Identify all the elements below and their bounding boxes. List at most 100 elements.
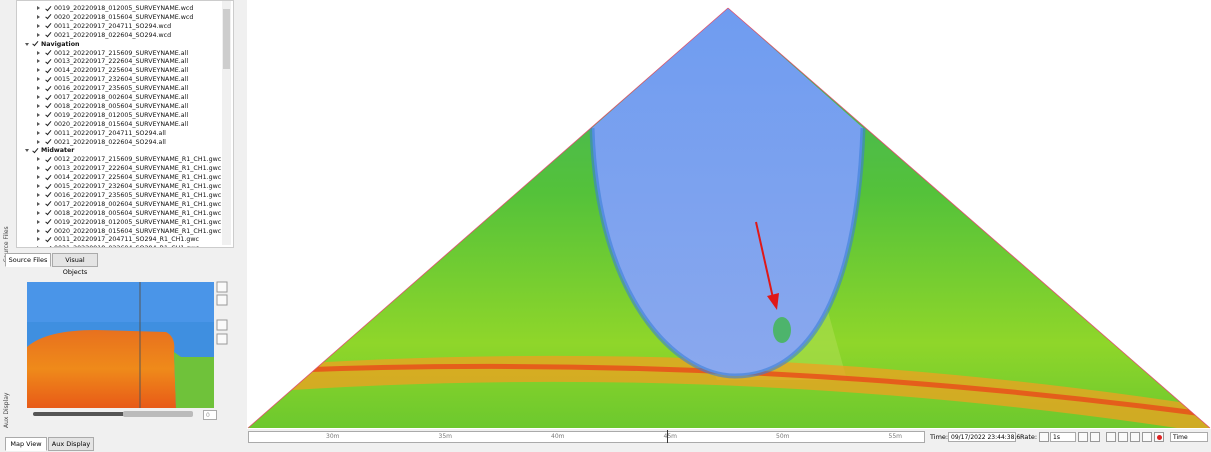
expander[interactable] — [25, 43, 29, 46]
checkbox[interactable] — [45, 58, 51, 64]
play-button[interactable] — [1118, 432, 1128, 442]
checkbox[interactable] — [45, 219, 51, 225]
checkbox[interactable] — [45, 139, 51, 145]
file-name[interactable]: 0019_20220918_012005_SURVEYNAME.wcd — [54, 4, 193, 13]
expander[interactable] — [37, 166, 40, 170]
expander[interactable] — [37, 15, 40, 19]
tree-row[interactable]: 0017_20220918_002604_SURVEYNAME.all — [17, 93, 222, 102]
file-name[interactable]: 0016_20220917_235605_SURVEYNAME.all — [54, 84, 188, 93]
checkbox[interactable] — [45, 32, 51, 38]
stop-button[interactable] — [1130, 432, 1140, 442]
checkbox[interactable] — [45, 50, 51, 56]
expander[interactable] — [37, 24, 40, 28]
tree-row[interactable]: 0019_20220918_012005_SURVEYNAME.all — [17, 111, 222, 120]
checkbox[interactable] — [45, 67, 51, 73]
tree-row[interactable]: 0013_20220917_222604_SURVEYNAME_R1_CH1.g… — [17, 164, 222, 173]
tree-row[interactable]: 0017_20220918_002604_SURVEYNAME_R1_CH1.g… — [17, 200, 222, 209]
tree-row[interactable]: 0015_20220917_232604_SURVEYNAME.all — [17, 75, 222, 84]
expander[interactable] — [37, 220, 40, 224]
tree-scrollbar[interactable] — [222, 1, 231, 245]
checkbox[interactable] — [45, 14, 51, 20]
checkbox[interactable] — [45, 156, 51, 162]
record-button[interactable] — [1154, 432, 1164, 442]
expander[interactable] — [37, 140, 40, 144]
checkbox[interactable] — [45, 201, 51, 207]
faster-button[interactable] — [1078, 432, 1088, 442]
tree-row[interactable]: 0019_20220918_012005_SURVEYNAME.wcd — [17, 4, 222, 13]
tab[interactable]: Source Files — [5, 253, 51, 267]
file-name[interactable]: 0013_20220917_222604_SURVEYNAME_R1_CH1.g… — [54, 164, 221, 173]
next-button[interactable] — [1142, 432, 1152, 442]
file-name[interactable]: 0018_20220918_005604_SURVEYNAME.all — [54, 102, 188, 111]
file-name[interactable]: 0019_20220918_012005_SURVEYNAME_R1_CH1.g… — [54, 218, 221, 227]
expander[interactable] — [37, 95, 40, 99]
tree-row[interactable]: 0011_20220917_204711_SO294_R1_CH1.gwc — [17, 235, 222, 244]
expander[interactable] — [37, 193, 40, 197]
tree-row[interactable]: 0011_20220917_204711_SO294.all — [17, 129, 222, 138]
rate-field[interactable]: 1s — [1050, 432, 1076, 442]
group-name[interactable]: Midwater — [41, 146, 74, 155]
tree-row[interactable]: 0014_20220917_225604_SURVEYNAME_R1_CH1.g… — [17, 173, 222, 182]
file-name[interactable]: 0020_20220918_015604_SURVEYNAME.all — [54, 120, 188, 129]
file-name[interactable]: 0021_20220918_022604_SO294.wcd — [54, 31, 171, 40]
view-button[interactable] — [217, 320, 227, 330]
file-name[interactable]: 0012_20220917_215609_SURVEYNAME_R1_CH1.g… — [54, 155, 221, 164]
file-name[interactable]: 0015_20220917_232604_SURVEYNAME_R1_CH1.g… — [54, 182, 221, 191]
checkbox[interactable] — [32, 147, 38, 153]
file-name[interactable]: 0011_20220917_204711_SO294.all — [54, 129, 166, 138]
file-name[interactable]: 0012_20220917_215609_SURVEYNAME.all — [54, 49, 188, 58]
expander[interactable] — [37, 122, 40, 126]
file-name[interactable]: 0016_20220917_235605_SURVEYNAME_R1_CH1.g… — [54, 191, 221, 200]
expander[interactable] — [37, 59, 40, 63]
tree-row[interactable]: 0018_20220918_005604_SURVEYNAME_R1_CH1.g… — [17, 209, 222, 218]
file-name[interactable]: 0020_20220918_015604_SURVEYNAME.wcd — [54, 13, 193, 22]
tree-group[interactable]: Midwater — [17, 146, 222, 155]
checkbox[interactable] — [45, 183, 51, 189]
expander[interactable] — [25, 149, 29, 152]
tree-row[interactable]: 0012_20220917_215609_SURVEYNAME.all — [17, 49, 222, 58]
checkbox[interactable] — [45, 174, 51, 180]
expander[interactable] — [37, 237, 40, 241]
expander[interactable] — [37, 131, 40, 135]
file-name[interactable]: 0021_20220918_022604_SO294.all — [54, 138, 166, 147]
checkbox[interactable] — [45, 228, 51, 234]
group-name[interactable]: Navigation — [41, 40, 80, 49]
tree-row[interactable]: 0020_20220918_015604_SURVEYNAME.all — [17, 120, 222, 129]
mode-select[interactable]: Time — [1170, 432, 1208, 442]
file-name[interactable]: 0020_20220918_015604_SURVEYNAME_R1_CH1.g… — [54, 227, 221, 236]
expander[interactable] — [37, 113, 40, 117]
checkbox[interactable] — [45, 245, 51, 248]
file-name[interactable]: 0014_20220917_225604_SURVEYNAME.all — [54, 66, 188, 75]
prev-button[interactable] — [1106, 432, 1116, 442]
expander[interactable] — [37, 68, 40, 72]
timeline-cursor[interactable] — [667, 430, 668, 443]
file-name[interactable]: 0017_20220918_002604_SURVEYNAME_R1_CH1.g… — [54, 200, 221, 209]
file-name[interactable]: 0014_20220917_225604_SURVEYNAME_R1_CH1.g… — [54, 173, 221, 182]
expander[interactable] — [37, 184, 40, 188]
file-name[interactable]: 0011_20220917_204711_SO294_R1_CH1.gwc — [54, 235, 199, 244]
tree-row[interactable]: 0013_20220917_222604_SURVEYNAME.all — [17, 57, 222, 66]
tree-group[interactable]: Navigation — [17, 40, 222, 49]
expander[interactable] — [37, 51, 40, 55]
tree-row[interactable]: 0016_20220917_235605_SURVEYNAME_R1_CH1.g… — [17, 191, 222, 200]
tree-row[interactable]: 0014_20220917_225604_SURVEYNAME.all — [17, 66, 222, 75]
checkbox[interactable] — [32, 41, 38, 47]
checkbox[interactable] — [45, 103, 51, 109]
tree-row[interactable]: 0021_20220918_022604_SO294_R1_CH1.gwc — [17, 244, 222, 248]
expander[interactable] — [37, 175, 40, 179]
time-field[interactable]: 09/17/2022 23:44:38.6 — [948, 432, 1016, 442]
checkbox[interactable] — [45, 5, 51, 11]
export-button[interactable] — [217, 334, 227, 344]
checkbox[interactable] — [45, 192, 51, 198]
expander[interactable] — [37, 33, 40, 37]
file-name[interactable]: 0015_20220917_232604_SURVEYNAME.all — [54, 75, 188, 84]
tree-row[interactable]: 0012_20220917_215609_SURVEYNAME_R1_CH1.g… — [17, 155, 222, 164]
tree-row[interactable]: 0016_20220917_235605_SURVEYNAME.all — [17, 84, 222, 93]
sync-button[interactable] — [1090, 432, 1100, 442]
expander[interactable] — [37, 229, 40, 233]
checkbox[interactable] — [45, 165, 51, 171]
checkbox[interactable] — [45, 112, 51, 118]
expander[interactable] — [37, 246, 40, 248]
tree-row[interactable]: 0011_20220917_204711_SO294.wcd — [17, 22, 222, 31]
